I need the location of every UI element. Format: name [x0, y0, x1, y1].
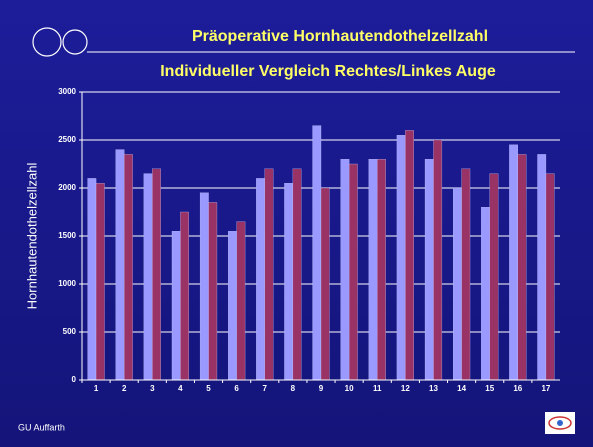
x-tick-label: 9 — [319, 384, 324, 393]
x-tick-label: 14 — [457, 384, 466, 393]
bar — [171, 231, 181, 381]
bar — [377, 159, 386, 381]
x-tick-label: 5 — [206, 384, 211, 393]
bar — [95, 183, 105, 381]
bar — [208, 202, 218, 381]
bar — [180, 211, 189, 381]
chart-title: Präoperative Hornhautendothelzellzahl — [192, 28, 488, 45]
x-tick-label: 16 — [513, 384, 522, 393]
bar — [517, 154, 527, 381]
bar — [368, 159, 378, 381]
bar — [115, 149, 125, 381]
y-axis-label: Hornhautendothelzellzahl — [24, 163, 39, 310]
bar — [340, 159, 350, 381]
bar — [489, 173, 499, 381]
bar — [453, 187, 462, 381]
x-tick-label: 3 — [150, 384, 155, 393]
bar — [481, 207, 490, 381]
bar — [199, 192, 209, 381]
logo-pupil — [557, 420, 563, 426]
x-tick-label: 15 — [485, 384, 494, 393]
y-tick-label: 2500 — [58, 135, 76, 144]
bar — [405, 130, 414, 381]
x-tick-label: 1 — [94, 384, 99, 393]
bar — [433, 139, 443, 381]
x-tick-label: 17 — [541, 384, 550, 393]
bar — [424, 159, 434, 381]
bar — [152, 168, 161, 381]
bar — [396, 135, 406, 381]
y-tick-label: 500 — [63, 327, 77, 336]
logo-eye — [548, 416, 572, 430]
y-tick-label: 2000 — [58, 183, 76, 192]
decor-circle — [32, 27, 62, 57]
decor-circle — [62, 29, 88, 55]
y-tick-label: 3000 — [58, 87, 76, 96]
x-tick-label: 11 — [373, 384, 382, 393]
bar — [264, 168, 274, 381]
x-tick-label: 7 — [263, 384, 268, 393]
chart-subtitle: Individueller Vergleich Rechtes/Linkes A… — [160, 63, 496, 80]
y-tick-label: 1000 — [58, 279, 76, 288]
bar — [256, 178, 265, 381]
footer: GU Auffarth — [18, 422, 65, 432]
bar — [312, 125, 322, 381]
bar — [143, 173, 153, 381]
bar — [509, 144, 518, 381]
bar — [124, 154, 133, 381]
bar — [292, 168, 302, 381]
bar — [320, 187, 330, 381]
bar — [461, 168, 471, 381]
y-tick-label: 0 — [72, 375, 77, 384]
x-tick-label: 10 — [345, 384, 354, 393]
bar — [537, 154, 547, 381]
logo — [545, 412, 575, 434]
x-tick-label: 6 — [234, 384, 239, 393]
bar — [236, 221, 246, 381]
x-tick-label: 12 — [401, 384, 410, 393]
bar — [348, 163, 358, 381]
bar — [228, 231, 237, 381]
bar — [284, 183, 294, 381]
bar — [87, 178, 97, 381]
x-tick-label: 13 — [429, 384, 438, 393]
x-tick-label: 4 — [178, 384, 183, 393]
x-tick-label: 8 — [291, 384, 296, 393]
x-tick-label: 2 — [122, 384, 127, 393]
bar — [545, 173, 555, 381]
y-tick-label: 1500 — [58, 231, 76, 240]
